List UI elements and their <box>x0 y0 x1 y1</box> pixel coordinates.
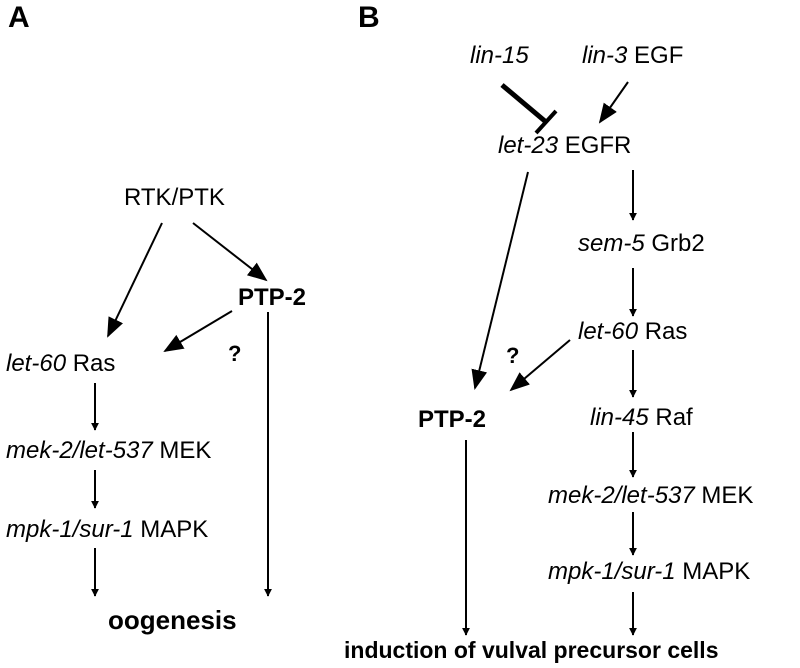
arrow-rtk-to-ras <box>107 222 163 338</box>
arrow-let23-to-ptp2 <box>471 171 529 390</box>
mapk-label-a: mpk-1/sur-1 MAPK <box>6 516 208 544</box>
mapk-label-b: mpk-1/sur-1 MAPK <box>548 558 750 586</box>
raf-protein-b: Raf <box>655 404 693 431</box>
ras-gene-a: let-60 <box>6 350 67 377</box>
lin3-protein: EGF <box>634 42 684 69</box>
arrow-ptp2-to-ras <box>163 310 233 353</box>
raf-label-b: lin-45 Raf <box>590 404 693 432</box>
ptp2-label-a: PTP-2 <box>238 284 307 311</box>
lin3-gene: lin-3 <box>582 42 628 69</box>
ras-gene-b: let-60 <box>578 318 639 345</box>
panel-b-letter: B <box>358 1 380 34</box>
panel-a-letter: A <box>8 1 30 34</box>
mek-label-b: mek-2/let-537 MEK <box>548 482 753 510</box>
mek-gene-b: mek-2/let-537 <box>548 482 695 509</box>
let23-label: let-23 EGFR <box>498 132 631 160</box>
sem5-protein: Grb2 <box>651 230 705 257</box>
let23-gene: let-23 <box>498 132 559 159</box>
ras-protein-b: Ras <box>644 318 688 345</box>
arrow-lin3-to-let23 <box>598 81 629 124</box>
mek-gene-a: mek-2/let-537 <box>6 437 153 464</box>
mapk-protein-b: MAPK <box>682 558 751 585</box>
arrow-rtk-to-ptp2 <box>192 222 268 282</box>
ras-label-b: let-60 Ras <box>578 318 687 346</box>
ras-label-a: let-60 Ras <box>6 350 115 378</box>
lin3-label: lin-3 EGF <box>582 42 683 70</box>
question-mark-a: ? <box>228 341 242 366</box>
let23-protein: EGFR <box>564 132 632 159</box>
arrow-ras-to-ptp2 <box>509 339 571 392</box>
lin15-label: lin-15 <box>470 42 529 69</box>
rtk-ptk-label: RTK/PTK <box>124 184 225 211</box>
mek-label-a: mek-2/let-537 MEK <box>6 437 211 465</box>
raf-gene-b: lin-45 <box>590 404 649 431</box>
mapk-gene-b: mpk-1/sur-1 <box>548 558 676 585</box>
ptp2-label-b: PTP-2 <box>418 406 487 433</box>
mek-protein-b: MEK <box>701 482 754 509</box>
inhibit-lin15-to-let23 <box>500 83 548 124</box>
oogenesis-label: oogenesis <box>108 605 237 635</box>
mek-protein-a: MEK <box>159 437 212 464</box>
mapk-protein-a: MAPK <box>140 516 209 543</box>
ras-protein-a: Ras <box>72 350 116 377</box>
sem5-label: sem-5 Grb2 <box>578 230 705 258</box>
question-mark-b: ? <box>506 343 520 368</box>
vulval-induction-label: induction of vulval precursor cells <box>344 637 719 663</box>
mapk-gene-a: mpk-1/sur-1 <box>6 516 134 543</box>
sem5-gene: sem-5 <box>578 230 645 257</box>
inhibit-bar <box>534 109 558 135</box>
